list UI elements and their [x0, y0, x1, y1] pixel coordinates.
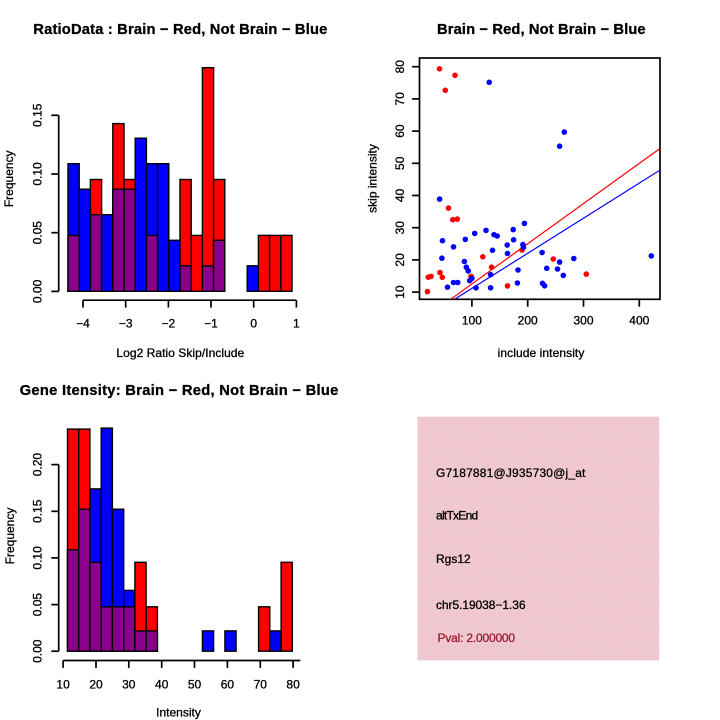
- svg-text:Frequency: Frequency: [2, 150, 16, 207]
- svg-text:Frequency: Frequency: [3, 508, 17, 565]
- svg-text:skip intensity: skip intensity: [366, 144, 380, 213]
- svg-text:0: 0: [250, 317, 257, 331]
- svg-text:−4: −4: [76, 317, 90, 331]
- svg-text:1: 1: [293, 317, 300, 331]
- svg-text:0.10: 0.10: [30, 162, 44, 186]
- svg-text:Pval: 2.000000: Pval: 2.000000: [438, 631, 516, 645]
- svg-text:Intensity: Intensity: [156, 706, 201, 720]
- svg-text:0.10: 0.10: [30, 546, 44, 570]
- svg-text:Brain − Red, Not Brain − Blue: Brain − Red, Not Brain − Blue: [437, 22, 646, 38]
- svg-text:−3: −3: [119, 317, 133, 331]
- svg-text:0.05: 0.05: [30, 593, 44, 617]
- svg-text:30: 30: [393, 221, 407, 235]
- svg-text:60: 60: [221, 677, 235, 691]
- svg-text:30: 30: [122, 677, 136, 691]
- svg-text:G7187881@J935730@j_at: G7187881@J935730@j_at: [436, 466, 586, 480]
- svg-text:−1: −1: [204, 317, 218, 331]
- svg-text:10: 10: [56, 677, 70, 691]
- svg-text:10: 10: [393, 285, 407, 299]
- svg-text:Gene Itensity: Brain − Red, No: Gene Itensity: Brain − Red, Not Brain − …: [20, 383, 339, 399]
- svg-text:300: 300: [573, 314, 593, 328]
- svg-text:20: 20: [393, 253, 407, 267]
- svg-text:Rgs12: Rgs12: [436, 552, 471, 566]
- svg-text:40: 40: [155, 677, 169, 691]
- svg-text:0.15: 0.15: [30, 499, 44, 523]
- svg-text:50: 50: [393, 156, 407, 170]
- svg-text:400: 400: [629, 314, 649, 328]
- svg-text:0.15: 0.15: [30, 103, 44, 127]
- svg-text:40: 40: [393, 189, 407, 203]
- svg-text:70: 70: [254, 677, 268, 691]
- svg-text:include intensity: include intensity: [498, 346, 585, 360]
- svg-text:0.00: 0.00: [30, 279, 44, 303]
- svg-text:0.20: 0.20: [30, 453, 44, 477]
- svg-text:50: 50: [188, 677, 202, 691]
- svg-text:80: 80: [286, 677, 300, 691]
- svg-text:60: 60: [393, 124, 407, 138]
- svg-text:70: 70: [393, 92, 407, 106]
- svg-text:RatioData : Brain − Red, Not B: RatioData : Brain − Red, Not Brain − Blu…: [33, 22, 327, 38]
- svg-text:altTxEnd: altTxEnd: [436, 508, 478, 522]
- svg-text:0.00: 0.00: [30, 639, 44, 663]
- svg-text:chr5.19038−1.36: chr5.19038−1.36: [436, 598, 526, 612]
- svg-text:200: 200: [518, 314, 538, 328]
- svg-text:100: 100: [462, 314, 482, 328]
- svg-text:80: 80: [393, 60, 407, 74]
- svg-text:Log2 Ratio Skip/Include: Log2 Ratio Skip/Include: [116, 346, 244, 360]
- svg-text:20: 20: [89, 677, 103, 691]
- svg-text:−2: −2: [162, 317, 176, 331]
- svg-text:0.05: 0.05: [30, 221, 44, 245]
